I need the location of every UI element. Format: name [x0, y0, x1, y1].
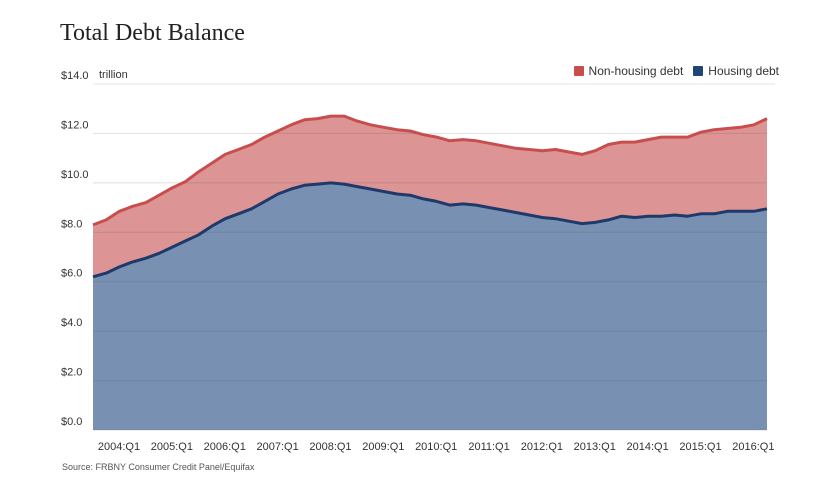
x-tick-label-10: 2014:Q1	[627, 441, 669, 453]
y-tick-label-2: $4.0	[61, 317, 82, 329]
y-tick-label-0: $0.0	[61, 416, 82, 428]
housing-line	[92, 181, 768, 279]
legend-label-housing: Housing debt	[708, 64, 779, 78]
x-tick-label-2: 2006:Q1	[204, 441, 246, 453]
y-tick-label-3: $6.0	[61, 268, 82, 280]
y-tick-label-1: $2.0	[61, 367, 82, 379]
y-tick-label-4: $8.0	[61, 218, 82, 230]
legend-label-nonhousing: Non-housing debt	[588, 64, 684, 78]
x-tick-label-1: 2005:Q1	[151, 441, 193, 453]
housing-area	[93, 182, 767, 430]
y-axis-unit-label: trillion	[99, 69, 128, 81]
x-tick-label-5: 2009:Q1	[362, 441, 404, 453]
x-tick-label-7: 2011:Q1	[468, 441, 509, 453]
source-note: Source: FRBNY Consumer Credit Panel/Equi…	[62, 462, 255, 472]
nonhousing-line	[92, 114, 768, 227]
x-tick-label-12: 2016:Q1	[732, 441, 774, 453]
legend-swatch-housing	[693, 66, 704, 76]
legend-item-nonhousing[interactable]: Non-housing debt	[573, 64, 684, 78]
y-tick-label-7: $14.0	[61, 70, 89, 82]
x-tick-label-6: 2010:Q1	[415, 441, 457, 453]
y-tick-label-6: $12.0	[61, 119, 89, 131]
x-tick-label-3: 2007:Q1	[256, 441, 298, 453]
x-tick-label-4: 2008:Q1	[309, 441, 351, 453]
x-tick-label-11: 2015:Q1	[679, 441, 721, 453]
legend: Non-housing debt Housing debt	[573, 64, 779, 78]
x-tick-label-8: 2012:Q1	[521, 441, 563, 453]
x-tick-label-9: 2013:Q1	[574, 441, 616, 453]
legend-swatch-nonhousing	[573, 66, 584, 76]
legend-item-housing[interactable]: Housing debt	[693, 64, 779, 78]
y-tick-label-5: $10.0	[61, 169, 89, 181]
x-tick-label-0: 2004:Q1	[98, 441, 140, 453]
chart-title: Total Debt Balance	[60, 20, 245, 46]
